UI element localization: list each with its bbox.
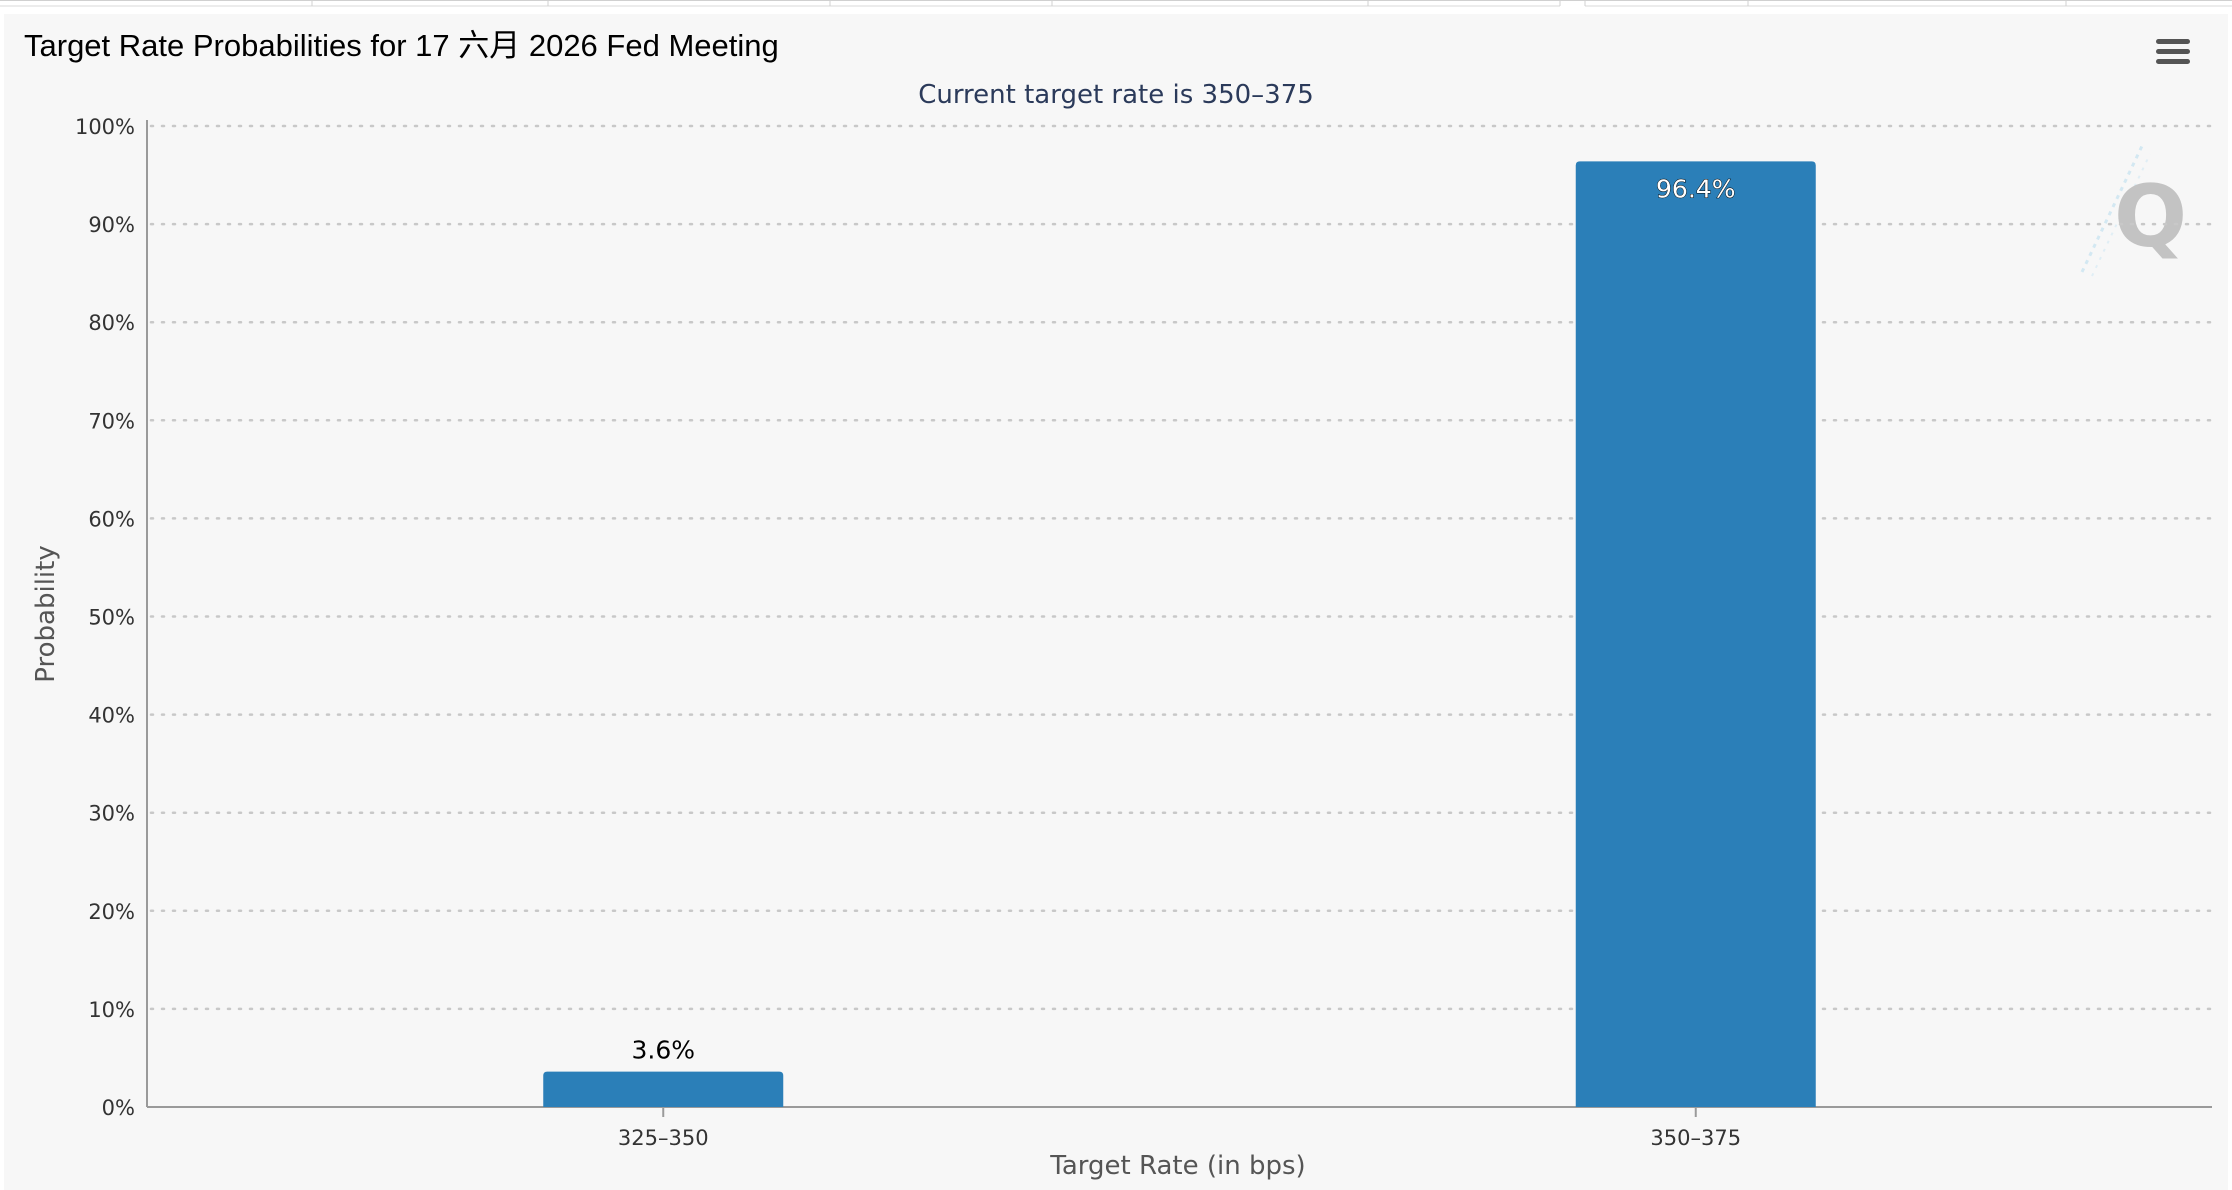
y-tick-label: 40% <box>88 704 135 728</box>
x-tick-label: 325–350 <box>618 1126 709 1150</box>
bar-data-label: 96.4% <box>1656 174 1735 203</box>
bar-data-label: 3.6% <box>631 1036 695 1065</box>
svg-text:Q: Q <box>2114 167 2187 267</box>
chart-subtitle: Current target rate is 350–375 <box>918 80 1314 110</box>
y-tick-label: 60% <box>88 507 135 531</box>
y-axis-title: Probability <box>31 545 61 682</box>
y-tick-label: 10% <box>88 998 135 1022</box>
y-tick-label: 80% <box>88 311 135 335</box>
grid-lines <box>149 124 2214 1011</box>
chart-title: Target Rate Probabilities for 17 六月 2026… <box>24 28 779 63</box>
y-tick-label: 20% <box>88 900 135 924</box>
hamburger-menu-icon[interactable] <box>2152 36 2196 78</box>
data-labels: 3.6% 96.4% <box>631 174 1735 1065</box>
axes <box>146 120 2212 1108</box>
x-tick-label: 350–375 <box>1650 1126 1741 1150</box>
bar <box>543 1071 784 1107</box>
x-axis-ticks: 325–350 350–375 <box>618 1107 1741 1150</box>
y-tick-label: 50% <box>88 606 135 630</box>
y-tick-label: 100% <box>75 115 135 139</box>
q-logo-watermark: Q <box>2080 145 2187 277</box>
y-tick-label: 70% <box>88 409 135 433</box>
bars <box>543 161 1816 1108</box>
y-tick-label: 90% <box>88 213 135 237</box>
chart-panel: Target Rate Probabilities for 17 六月 2026… <box>4 14 2228 1190</box>
top-tab-strip <box>0 0 2232 7</box>
y-axis-ticks: 0% 10% 20% 30% 40% 50% 60% 70% 80% 90% 100% <box>75 115 135 1120</box>
y-tick-label: 0% <box>102 1096 135 1120</box>
y-tick-label: 30% <box>88 802 135 826</box>
x-axis-title: Target Rate (in bps) <box>1049 1151 1305 1181</box>
bar-chart: Target Rate Probabilities for 17 六月 2026… <box>24 28 2214 1181</box>
bar <box>1575 161 1816 1108</box>
